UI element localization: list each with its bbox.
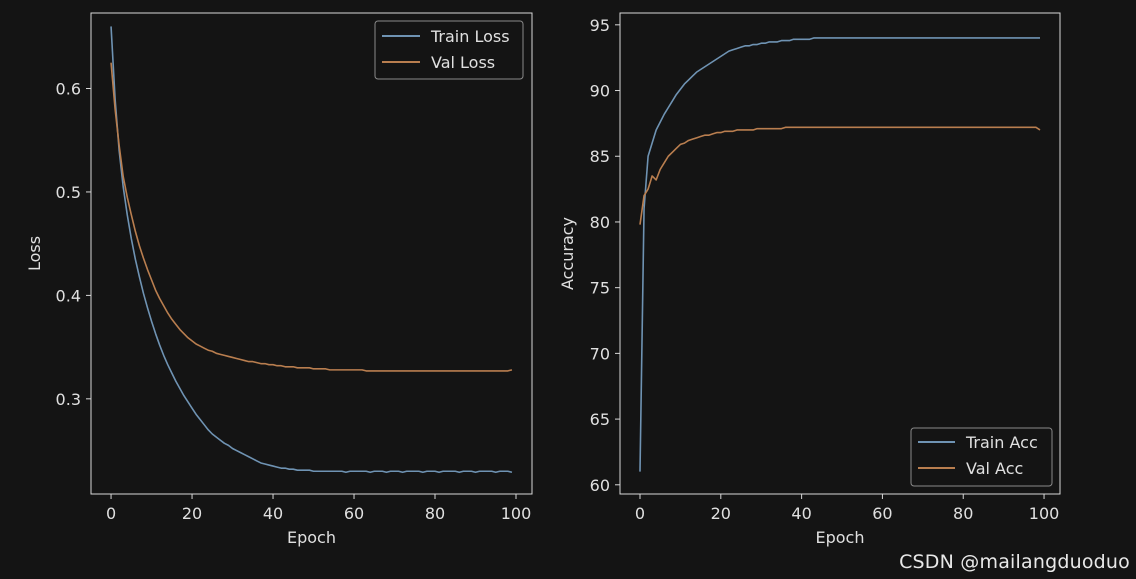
loss-legend: Train Loss Val Loss (374, 20, 524, 80)
loss-legend-val-label: Val Loss (431, 53, 495, 72)
accuracy-ytick-label: 65 (590, 410, 610, 429)
accuracy-ytick-label: 60 (590, 476, 610, 495)
loss-ytick-label: 0.4 (56, 286, 81, 305)
accuracy-ytick-label: 90 (590, 82, 610, 101)
loss-xlabel: Epoch (287, 528, 336, 547)
loss-xtick-label: 80 (425, 504, 445, 523)
loss-axes-frame (90, 12, 533, 495)
loss-xtick-label: 40 (263, 504, 283, 523)
loss-xtick-label: 0 (106, 504, 116, 523)
accuracy-ytick-label: 75 (590, 279, 610, 298)
accuracy-axes-frame (619, 12, 1061, 495)
accuracy-line-val-acc (639, 126, 1041, 225)
accuracy-ylabel: Accuracy (558, 217, 577, 290)
accuracy-legend-val-label: Val Acc (966, 459, 1023, 478)
loss-series (110, 26, 513, 474)
watermark-text: CSDN @mailangduoduo (899, 551, 1130, 573)
accuracy-xtick-label: 100 (1029, 504, 1060, 523)
loss-legend-train-label: Train Loss (430, 27, 510, 46)
accuracy-legend: Train Acc Val Acc (910, 427, 1053, 487)
loss-ytick-label: 0.6 (56, 80, 81, 99)
loss-line-val-loss (110, 62, 513, 372)
loss-line-train-loss (110, 26, 513, 474)
accuracy-xtick-label: 20 (711, 504, 731, 523)
accuracy-ytick-label: 80 (590, 213, 610, 232)
accuracy-xtick-label: 60 (872, 504, 892, 523)
loss-ytick-label: 0.5 (56, 183, 81, 202)
loss-ticks: 0 20 40 60 80 100 0.3 0.4 0.5 0.6 (56, 80, 532, 523)
accuracy-line-train-acc (639, 37, 1040, 472)
accuracy-xlabel: Epoch (816, 528, 865, 547)
accuracy-series (639, 37, 1041, 472)
loss-chart: 0 20 40 60 80 100 0.3 0.4 0.5 0.6 Epoch Loss Trai… (25, 12, 533, 547)
loss-xtick-label: 100 (501, 504, 532, 523)
accuracy-xtick-label: 40 (791, 504, 811, 523)
accuracy-chart: 0 20 40 60 80 100 60 65 70 75 80 85 90 95 Epoch Accur… (558, 12, 1061, 547)
loss-xtick-label: 60 (344, 504, 364, 523)
accuracy-ticks: 0 20 40 60 80 100 60 65 70 75 80 85 90 95 (590, 16, 1060, 523)
loss-ylabel: Loss (25, 236, 44, 271)
accuracy-xtick-label: 0 (635, 504, 645, 523)
accuracy-ytick-label: 95 (590, 16, 610, 35)
accuracy-legend-train-label: Train Acc (965, 433, 1038, 452)
accuracy-ytick-label: 85 (590, 147, 610, 166)
accuracy-ytick-label: 70 (590, 344, 610, 363)
loss-xtick-label: 20 (182, 504, 202, 523)
accuracy-xtick-label: 80 (953, 504, 973, 523)
loss-ytick-label: 0.3 (56, 390, 81, 409)
